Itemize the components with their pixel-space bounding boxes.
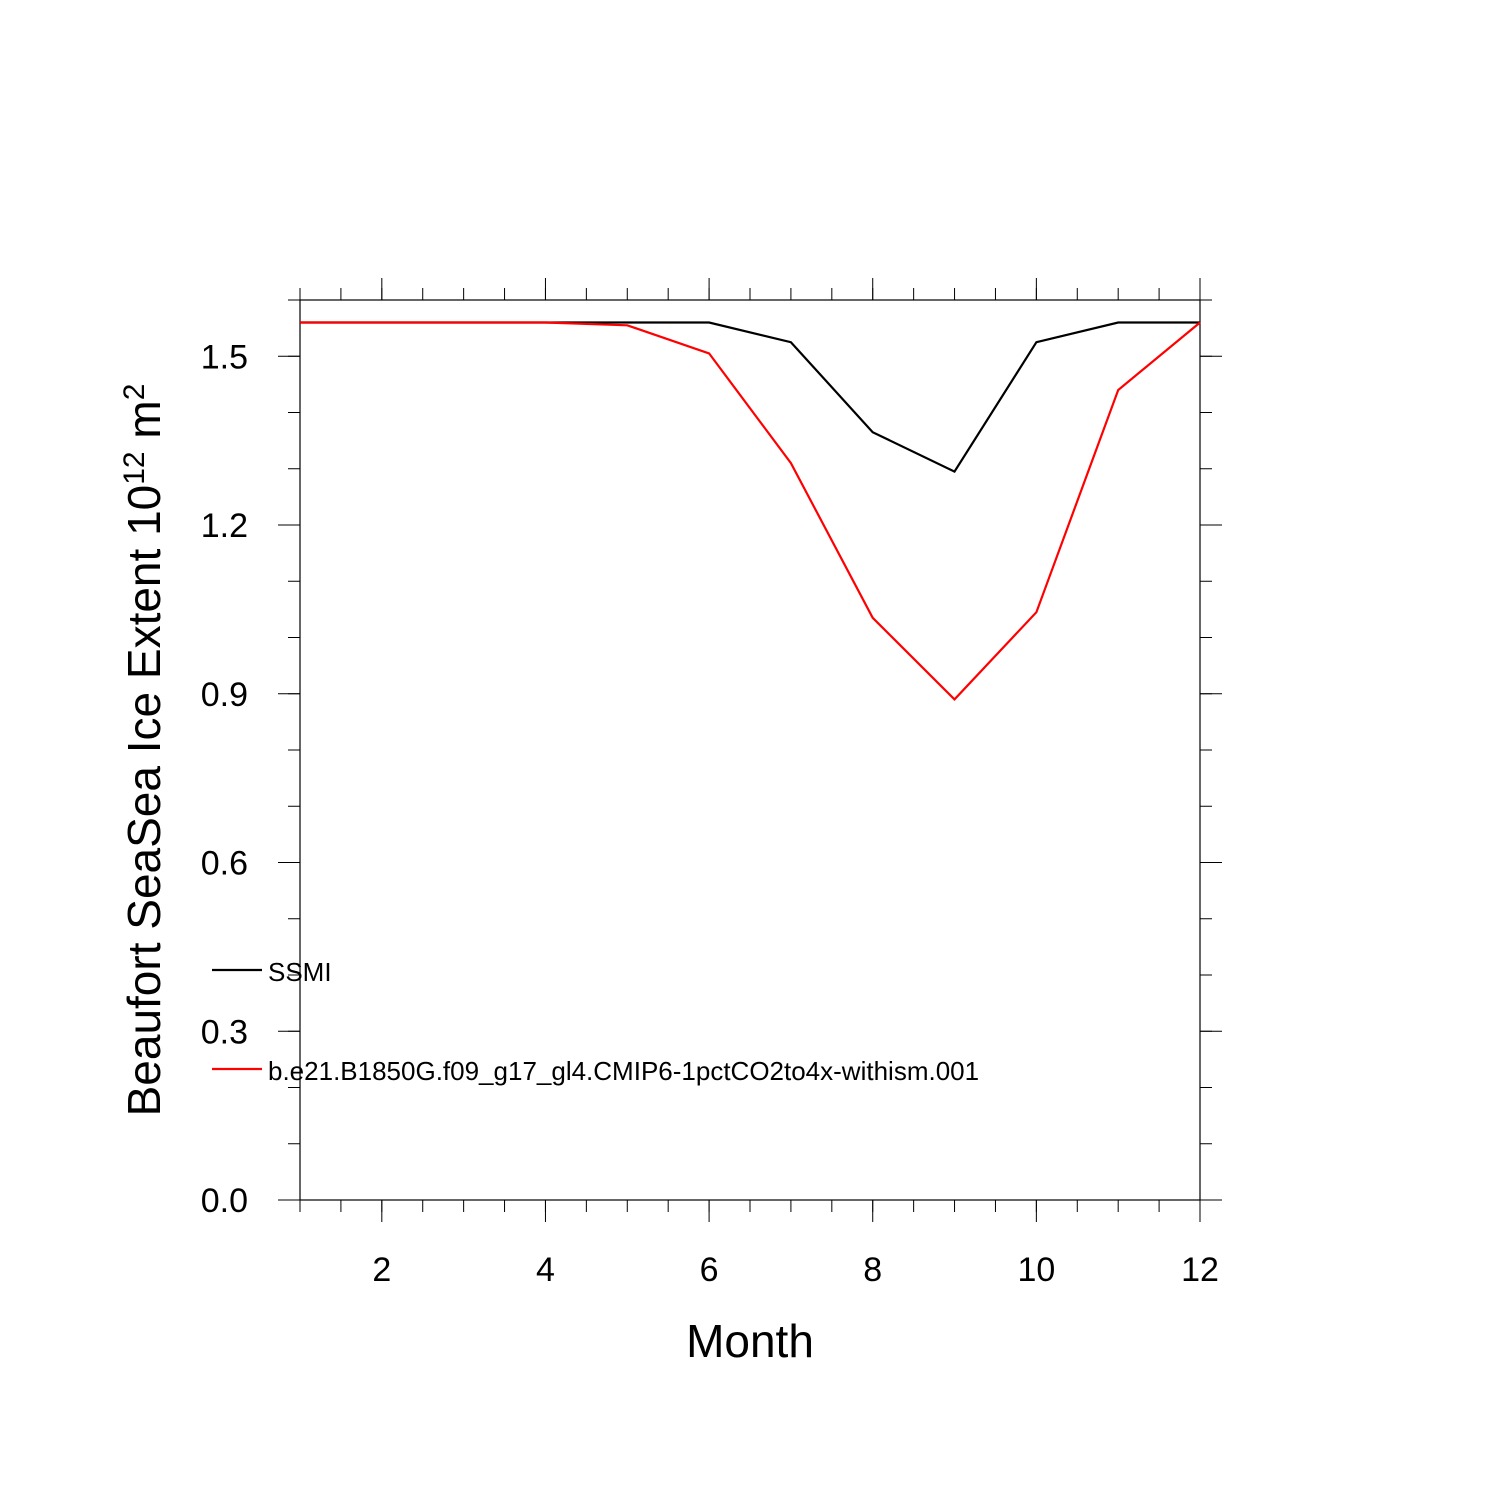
x-tick-label: 10 xyxy=(1017,1251,1055,1289)
x-tick-label: 6 xyxy=(700,1251,719,1289)
y-axis-title-exp: 12 xyxy=(118,451,151,484)
y-tick-label: 0.6 xyxy=(201,845,248,883)
y-tick-label: 1.2 xyxy=(201,507,248,545)
y-axis-title: Beaufort SeaSea Ice Extent 1012 m2 xyxy=(118,384,170,1117)
x-axis-title: Month xyxy=(686,1315,814,1367)
y-tick-label: 0.0 xyxy=(201,1182,248,1220)
x-tick-label: 2 xyxy=(372,1251,391,1289)
x-tick-label: 4 xyxy=(536,1251,555,1289)
data-series xyxy=(300,321,1201,701)
axis-ticks xyxy=(278,278,1222,1222)
y-tick-label: 1.5 xyxy=(201,338,248,376)
y-axis-title-unit-exp: 2 xyxy=(118,384,151,401)
legend-label: SSMI xyxy=(268,957,332,987)
tick-labels: 2 4 6 8 10 12 0.0 0.3 0.6 0.9 1.2 1.5 xyxy=(201,338,1219,1289)
plot-border xyxy=(299,299,1201,1201)
y-tick-label: 0.9 xyxy=(201,676,248,714)
y-axis-title-main: Beaufort SeaSea Ice Extent 10 xyxy=(118,485,170,1117)
legend: SSMI b.e21.B1850G.f09_g17_gl4.CMIP6-1pctC… xyxy=(212,957,979,1086)
x-tick-label: 12 xyxy=(1181,1251,1219,1289)
series-line-model xyxy=(300,321,1201,701)
plot-frame xyxy=(299,299,1201,1201)
series-line-ssmi xyxy=(300,321,1200,474)
x-tick-label: 8 xyxy=(863,1251,882,1289)
legend-label: b.e21.B1850G.f09_g17_gl4.CMIP6-1pctCO2to… xyxy=(268,1056,979,1086)
y-tick-label: 0.3 xyxy=(201,1013,248,1051)
y-axis-title-unit: m xyxy=(118,400,170,451)
